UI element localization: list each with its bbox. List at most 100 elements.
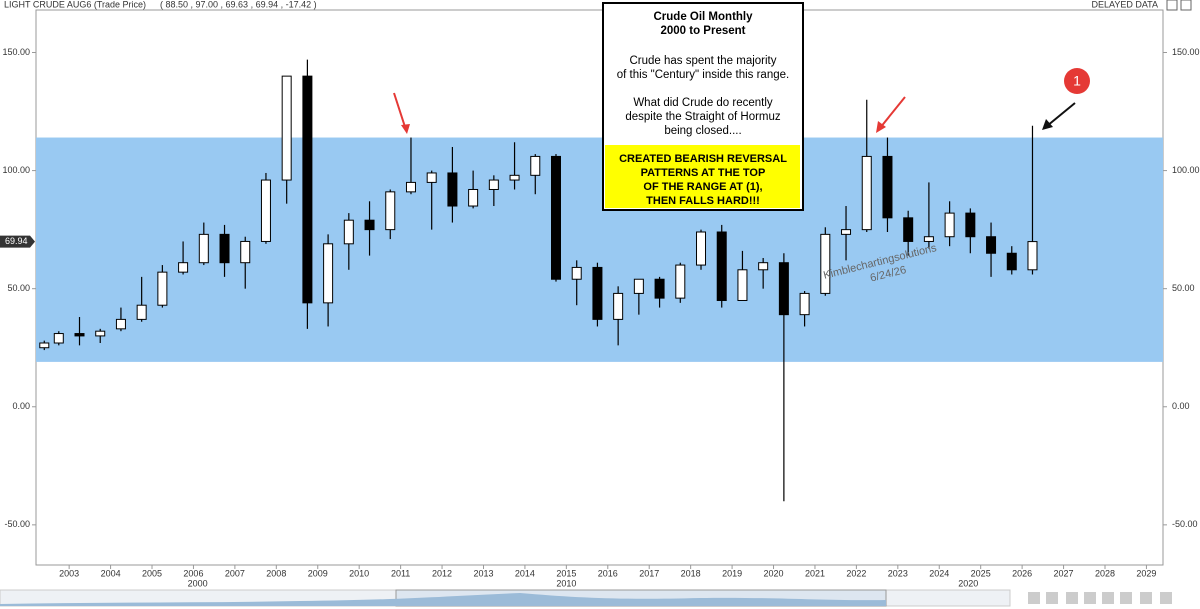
candle-body bbox=[778, 262, 789, 316]
note-box: Crude Oil Monthly 2000 to Present Crude … bbox=[602, 2, 804, 211]
arrow bbox=[879, 96, 906, 129]
note-subtitle: 2000 to Present bbox=[660, 25, 745, 37]
note-highlight-text: OF THE RANGE AT (1), bbox=[643, 181, 762, 193]
x-tick-label: 2022 bbox=[846, 568, 866, 578]
candle-body bbox=[737, 269, 748, 301]
x-tick-label: 2013 bbox=[473, 568, 493, 578]
candle-body bbox=[39, 342, 50, 349]
candle-body bbox=[841, 229, 852, 235]
x2-tick-label: 2020 bbox=[958, 578, 978, 588]
navigator-area bbox=[0, 593, 886, 606]
x-tick-label: 2010 bbox=[349, 568, 369, 578]
arrow bbox=[1046, 102, 1076, 127]
y-tick-label: 150.00 bbox=[2, 47, 30, 57]
y-tick-label: -50.00 bbox=[1172, 519, 1198, 529]
marker-circle bbox=[1064, 68, 1090, 94]
x-tick-label: 2015 bbox=[556, 568, 576, 578]
arrow-head bbox=[1042, 119, 1053, 130]
candle-body bbox=[260, 179, 271, 242]
tool-button[interactable] bbox=[1140, 592, 1152, 604]
note-title: Crude Oil Monthly bbox=[653, 11, 753, 23]
x-tick-label: 2019 bbox=[722, 568, 742, 578]
note-highlight bbox=[605, 145, 800, 208]
tool-button[interactable] bbox=[1102, 592, 1114, 604]
tool-button[interactable] bbox=[1084, 592, 1096, 604]
candle-body bbox=[364, 219, 375, 231]
tool-button[interactable] bbox=[1160, 592, 1172, 604]
toolbar bbox=[1028, 592, 1172, 604]
candle-body bbox=[240, 240, 251, 264]
x-tick-label: 2017 bbox=[639, 568, 659, 578]
candle-body bbox=[965, 212, 976, 238]
candle-body bbox=[426, 172, 437, 183]
note-text: being closed.... bbox=[664, 125, 741, 137]
candle-body bbox=[633, 278, 644, 294]
y-tick-label: 150.00 bbox=[1172, 47, 1200, 57]
x-tick-label: 2018 bbox=[681, 568, 701, 578]
price-tag-label: 69.94 bbox=[5, 236, 28, 246]
tool-button[interactable] bbox=[1028, 592, 1040, 604]
candle-body bbox=[758, 262, 769, 271]
candle-body bbox=[509, 174, 520, 181]
x-tick-label: 2023 bbox=[888, 568, 908, 578]
candle-body bbox=[488, 179, 499, 190]
x-tick-label: 2025 bbox=[971, 568, 991, 578]
candle-body bbox=[696, 231, 707, 266]
arrows: 1 bbox=[393, 68, 1090, 134]
note-text: despite the Straight of Hormuz bbox=[625, 111, 781, 123]
note-highlight-text: CREATED BEARISH REVERSAL bbox=[619, 153, 787, 165]
candle-body bbox=[592, 266, 603, 320]
x-tick-label: 2014 bbox=[515, 568, 535, 578]
x-tick-label: 2024 bbox=[929, 568, 949, 578]
candle-body bbox=[468, 188, 479, 207]
x-tick-label: 2003 bbox=[59, 568, 79, 578]
window-button[interactable] bbox=[1166, 0, 1178, 11]
candle-body bbox=[385, 191, 396, 231]
x-tick-label: 2028 bbox=[1095, 568, 1115, 578]
candle-body bbox=[281, 75, 292, 181]
candle-body bbox=[530, 155, 541, 176]
candle-body bbox=[74, 333, 85, 337]
candle-body bbox=[405, 181, 416, 193]
candle-body bbox=[903, 217, 914, 242]
candle-body bbox=[1006, 252, 1017, 271]
candle-body bbox=[820, 233, 831, 294]
candle-body bbox=[95, 330, 106, 337]
x-tick-label: 2009 bbox=[308, 568, 328, 578]
tool-button[interactable] bbox=[1046, 592, 1058, 604]
candle-body bbox=[343, 219, 354, 245]
quote: ( 88.50 , 97.00 , 69.63 , 69.94 , -17.42… bbox=[160, 0, 317, 9]
arrow-head bbox=[401, 124, 410, 134]
x-tick-label: 2005 bbox=[142, 568, 162, 578]
candle-body bbox=[550, 155, 561, 280]
note-highlight-text: THEN FALLS HARD!!! bbox=[646, 195, 760, 207]
x2-tick-label: 2010 bbox=[556, 578, 576, 588]
candle-body bbox=[571, 266, 582, 280]
tool-button[interactable] bbox=[1120, 592, 1132, 604]
x-tick-label: 2020 bbox=[764, 568, 784, 578]
candle-body bbox=[923, 236, 934, 242]
candle-body bbox=[716, 231, 727, 301]
x-tick-label: 2007 bbox=[225, 568, 245, 578]
candle-body bbox=[944, 212, 955, 238]
candle-body bbox=[302, 75, 313, 304]
symbol: LIGHT CRUDE AUG6 (Trade Price) bbox=[4, 0, 146, 9]
candle-body bbox=[178, 262, 189, 273]
x-tick-label: 2029 bbox=[1136, 568, 1156, 578]
price-tag bbox=[0, 235, 35, 248]
candle-body bbox=[986, 236, 997, 254]
y-tick-label: 50.00 bbox=[1172, 283, 1195, 293]
window-button[interactable] bbox=[1180, 0, 1192, 11]
x2-tick-label: 2000 bbox=[188, 578, 208, 588]
x-tick-label: 2012 bbox=[432, 568, 452, 578]
x-tick-label: 2011 bbox=[391, 568, 410, 578]
note-text: What did Crude do recently bbox=[633, 97, 773, 109]
candle-body bbox=[323, 243, 334, 304]
y-tick-label: -50.00 bbox=[4, 519, 30, 529]
candle-body bbox=[53, 333, 64, 344]
candle-body bbox=[654, 278, 665, 299]
tool-button[interactable] bbox=[1066, 592, 1078, 604]
x-tick-label: 2016 bbox=[598, 568, 618, 578]
candle-body bbox=[882, 155, 893, 219]
